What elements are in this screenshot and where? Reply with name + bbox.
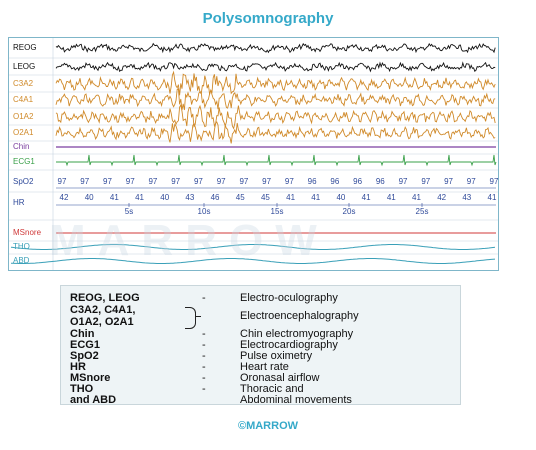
channel-label-c3a2: C3A2 xyxy=(13,79,34,88)
legend-abbr: REOG, LEOG xyxy=(70,292,140,304)
spo2-value: 97 xyxy=(57,177,67,186)
leog-trace xyxy=(55,61,496,73)
legend-dash: - xyxy=(202,328,206,340)
ecg1-trace xyxy=(56,154,497,167)
spo2-value: 97 xyxy=(284,177,294,186)
legend-abbr: MSnore xyxy=(70,372,111,384)
legend-dash: - xyxy=(202,292,206,304)
hr-value: 40 xyxy=(84,193,94,202)
legend-description: Pulse oximetry xyxy=(240,350,313,362)
legend-dash: - xyxy=(202,383,206,395)
legend-description: Electroencephalography xyxy=(240,310,359,322)
hr-value: 46 xyxy=(210,193,220,202)
legend-dash: - xyxy=(202,361,206,373)
legend-abbr: ECG1 xyxy=(70,339,100,351)
spo2-value: 97 xyxy=(421,177,431,186)
eeg-brace-tip xyxy=(195,316,201,317)
channel-label-spo2: SpO2 xyxy=(13,177,34,186)
hr-value: 42 xyxy=(437,193,447,202)
channel-label-o1a2: O1A2 xyxy=(13,112,34,121)
spo2-value: 97 xyxy=(216,177,226,186)
hr-value: 40 xyxy=(336,193,346,202)
legend-dash: - xyxy=(202,350,206,362)
spo2-value: 97 xyxy=(171,177,181,186)
channel-label-ecg1: ECG1 xyxy=(13,157,35,166)
c4a1-trace xyxy=(55,88,496,111)
hr-value: 45 xyxy=(260,193,270,202)
channel-label-reog: REOG xyxy=(13,43,37,52)
spo2-value: 97 xyxy=(148,177,158,186)
hr-value: 43 xyxy=(185,193,195,202)
legend-abbr: THO xyxy=(70,383,94,395)
o2a1-trace xyxy=(55,121,496,144)
hr-value: 41 xyxy=(311,193,321,202)
spo2-value: 97 xyxy=(103,177,112,186)
time-tick-label: 15s xyxy=(270,207,284,216)
legend-description: Chin electromyography xyxy=(240,328,354,340)
channel-label-tho: THO xyxy=(13,242,30,251)
hr-value: 40 xyxy=(160,193,170,202)
channel-label-o2a1: O2A1 xyxy=(13,128,34,137)
footer-brand: ©MARROW xyxy=(237,420,299,432)
time-tick-label: 10s xyxy=(197,207,211,216)
hr-value: 41 xyxy=(286,193,296,202)
legend-box xyxy=(60,285,461,405)
legend-description: Electrocardiography xyxy=(240,339,338,351)
hr-value: 41 xyxy=(412,193,421,202)
spo2-value: 97 xyxy=(489,177,499,186)
channel-label-c4a1: C4A1 xyxy=(13,95,34,104)
hr-value: 42 xyxy=(59,193,69,202)
time-tick-label: 20s xyxy=(342,207,356,216)
hr-value: 41 xyxy=(135,193,144,202)
figure-title: Polysomnography xyxy=(202,10,334,27)
time-tick-label: 25s xyxy=(415,207,429,216)
o1a2-trace xyxy=(55,103,496,130)
legend-description: Oronasal airflow xyxy=(240,372,320,384)
legend-description: Thoracic and xyxy=(240,383,304,395)
hr-value: 41 xyxy=(109,193,119,202)
legend-dash: - xyxy=(202,339,206,351)
spo2-value: 97 xyxy=(444,177,453,186)
spo2-value: 96 xyxy=(330,177,340,186)
legend-abbr: Chin xyxy=(70,328,95,340)
spo2-value: 96 xyxy=(353,177,363,186)
spo2-value: 97 xyxy=(398,177,408,186)
legend-dash: - xyxy=(202,372,206,384)
spo2-value: 97 xyxy=(193,177,203,186)
spo2-value: 97 xyxy=(125,177,135,186)
legend-description: Electro-oculography xyxy=(240,292,338,304)
spo2-value: 97 xyxy=(80,177,90,186)
hr-value: 45 xyxy=(235,193,245,202)
abd-trace xyxy=(10,258,496,264)
hr-value: 41 xyxy=(487,193,497,202)
legend-abbr: and ABD xyxy=(70,394,117,406)
c3a2-trace xyxy=(55,70,496,96)
channel-label-leog: LEOG xyxy=(13,62,36,71)
channel-label-chin: Chin xyxy=(13,142,30,151)
legend-abbr: HR xyxy=(70,361,86,373)
hr-value: 43 xyxy=(462,193,472,202)
legend-description: Abdominal movements xyxy=(240,394,352,406)
spo2-value: 97 xyxy=(239,177,249,186)
spo2-value: 97 xyxy=(466,177,476,186)
spo2-value: 97 xyxy=(262,177,272,186)
spo2-value: 96 xyxy=(307,177,317,186)
reog-trace xyxy=(55,42,496,54)
channel-label-msnore: MSnore xyxy=(13,228,42,237)
legend-abbr: C3A2, C4A1, xyxy=(70,304,136,316)
time-tick-label: 5s xyxy=(124,207,134,216)
legend-abbr: O1A2, O2A1 xyxy=(70,316,134,328)
channel-label-hr: HR xyxy=(13,198,25,207)
hr-value: 41 xyxy=(386,193,396,202)
polysomnogram-panel: MARROW REOG LEOG C3A2 C4A1 O1A2 O2A1 Chin ECG1 S… xyxy=(8,37,499,271)
hr-value: 41 xyxy=(361,193,371,202)
spo2-value: 96 xyxy=(375,177,385,186)
channel-label-abd: ABD xyxy=(13,256,30,265)
tho-trace xyxy=(10,244,496,250)
legend-abbr: SpO2 xyxy=(70,350,99,362)
eeg-brace xyxy=(185,307,196,329)
trace-canvas xyxy=(9,38,498,270)
legend-description: Heart rate xyxy=(240,361,289,373)
